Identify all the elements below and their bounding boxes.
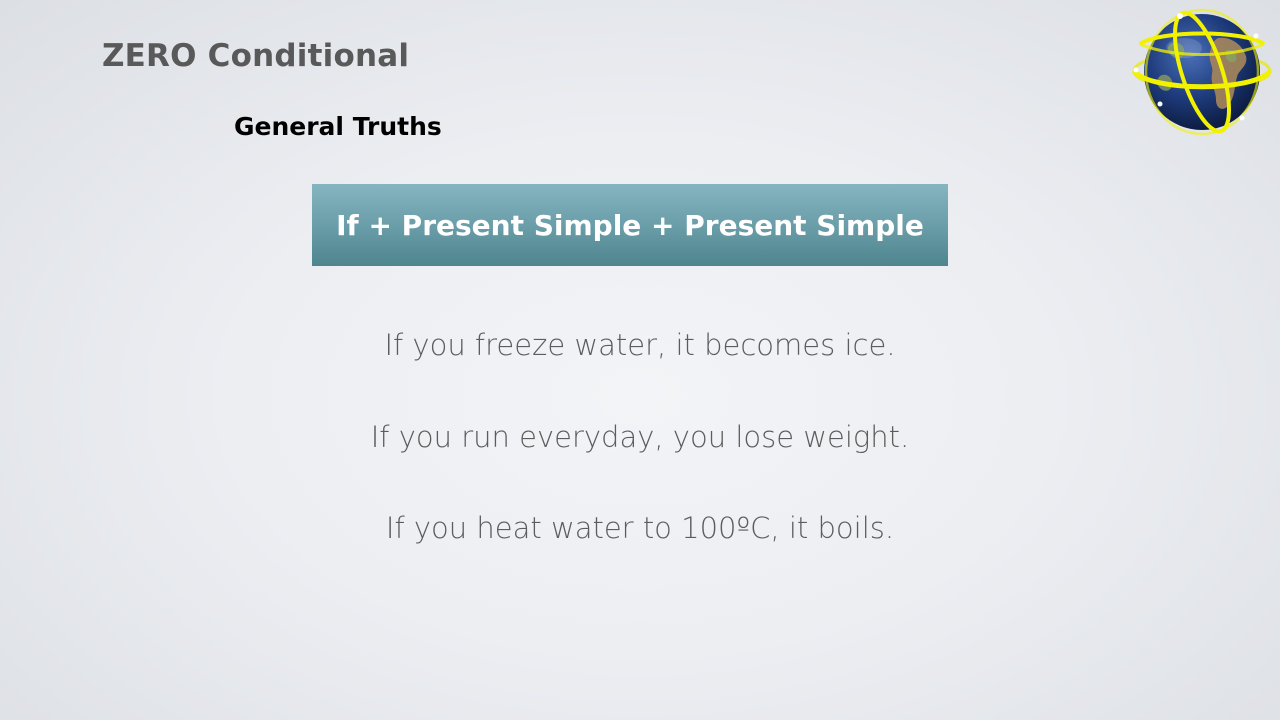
globe-icon [1130, 4, 1276, 138]
example-sentence-3: If you heat water to 100ºC, it boils. [385, 511, 895, 545]
slide-subtitle: General Truths [234, 112, 442, 141]
slide-title: ZERO Conditional [102, 38, 410, 74]
formula-text: If + Present Simple + Present Simple [336, 208, 924, 242]
example-sentence-2: If you run everyday, you lose weight. [370, 420, 910, 454]
example-sentence-1: If you freeze water, it becomes ice. [384, 328, 896, 362]
formula-box: If + Present Simple + Present Simple [312, 184, 948, 266]
